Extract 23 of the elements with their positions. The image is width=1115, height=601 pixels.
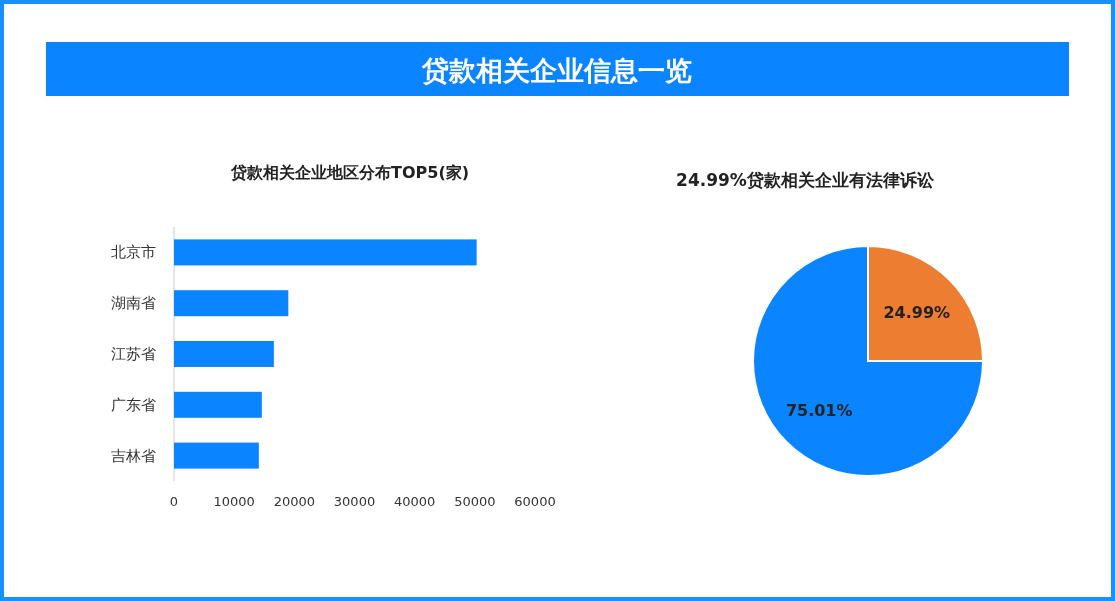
x-tick-label: 10000: [213, 494, 255, 509]
y-tick-label: 北京市: [111, 243, 156, 262]
y-tick-label: 广东省: [111, 395, 156, 414]
x-tick-label: 40000: [393, 494, 436, 509]
x-tick-label: 30000: [333, 494, 376, 509]
data-label: 24.99%: [883, 303, 951, 323]
x-tick-label: 0: [169, 494, 179, 509]
bar: [174, 341, 274, 367]
data-label: 75.01%: [785, 400, 853, 420]
pie-slice: [752, 245, 984, 477]
chart-title: 24.99%贷款相关企业有法律诉讼: [676, 170, 935, 190]
x-tick-label: 20000: [273, 494, 316, 509]
y-tick-label: 江苏省: [111, 345, 156, 363]
chart-title: 贷款相关企业地区分布TOP5(家): [230, 163, 469, 182]
x-tick-label: 50000: [454, 494, 496, 509]
bar: [174, 290, 289, 317]
bar: [174, 239, 477, 266]
x-tick-label: 60000: [514, 494, 556, 509]
text: 贷款相关企业信息一览: [421, 55, 692, 86]
bar: [174, 442, 259, 469]
bar: [174, 391, 262, 418]
y-tick-label: 吉林省: [111, 446, 156, 465]
y-tick-label: 湖南省: [111, 294, 156, 313]
